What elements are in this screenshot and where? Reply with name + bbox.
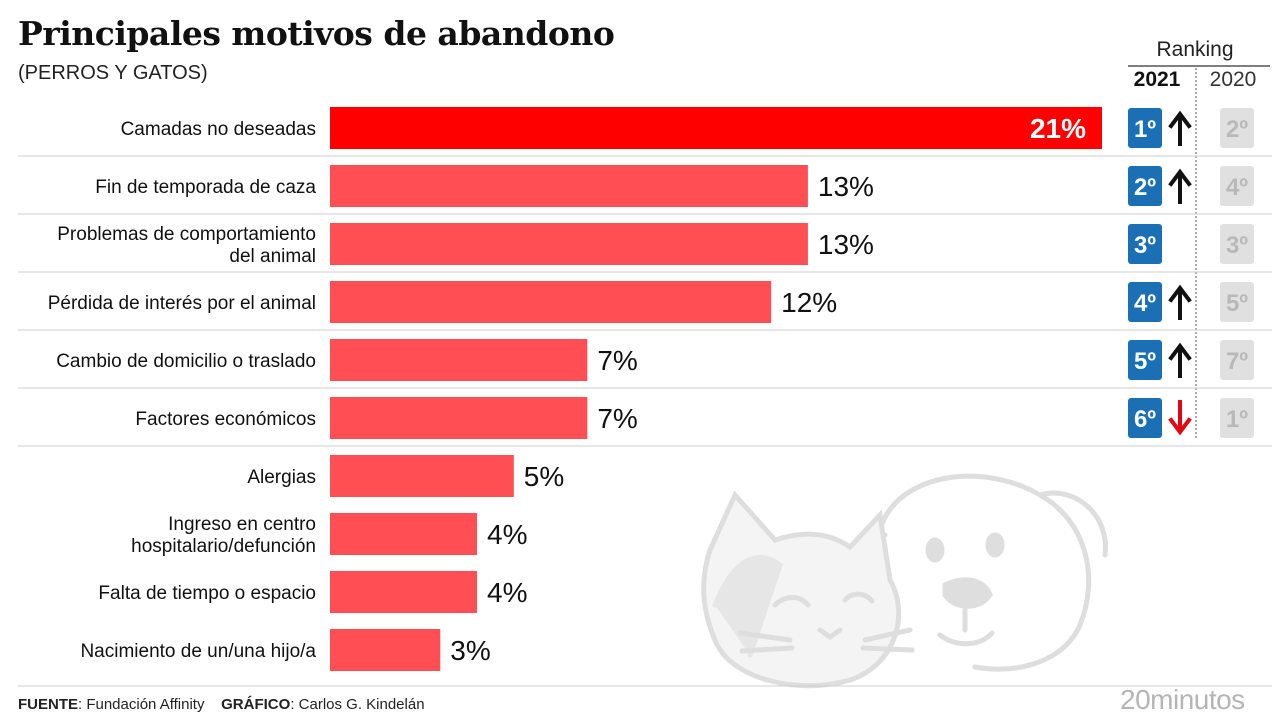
rank-2021-text-4: 4º <box>1134 290 1156 317</box>
arrow-up-icon <box>1168 110 1192 146</box>
cat-and-dog-illustration <box>701 473 1108 689</box>
rank-2020-text-2: 4º <box>1226 174 1248 201</box>
rank-2020-text-6: 1º <box>1226 406 1248 433</box>
category-label-8-line-1: Ingreso en centro <box>168 514 316 535</box>
category-label-10: Nacimiento de un/una hijo/a <box>80 641 316 662</box>
category-label-3-line-2: del animal <box>229 246 316 267</box>
footer-credits: FUENTE: Fundación Affinity GRÁFICO: Carl… <box>18 696 425 713</box>
rank-2021-text-1: 1º <box>1134 116 1156 143</box>
bar-9 <box>330 571 478 613</box>
category-label-2: Fin de temporada de caza <box>95 177 316 198</box>
source-label: FUENTE <box>18 696 78 713</box>
chart-subtitle: (PERROS Y GATOS) <box>18 62 208 84</box>
rank-2021-badge-3 <box>1128 224 1162 264</box>
arrow-up-icon <box>1168 168 1192 204</box>
bar-5 <box>330 339 588 381</box>
category-label-3-line-1: Problemas de comportamiento <box>57 224 316 245</box>
category-label-7: Alergias <box>247 467 316 488</box>
value-label-3: 13% <box>818 229 874 260</box>
rank-2021-badge-1 <box>1128 108 1162 148</box>
bar-6 <box>330 397 588 439</box>
category-label-8-line-2: hospitalario/defunción <box>131 536 316 557</box>
rank-2020-text-3: 3º <box>1226 232 1248 259</box>
rank-2020-text-4: 5º <box>1226 290 1248 317</box>
ranking-year-2020: 2020 <box>1209 68 1257 91</box>
arrow-down-icon <box>1168 400 1192 436</box>
bar-4 <box>330 281 772 323</box>
rank-2020-badge-1 <box>1220 108 1254 148</box>
ranking-year-2021: 2021 <box>1133 68 1181 91</box>
value-label-9: 4% <box>487 577 527 608</box>
bar-3 <box>330 223 808 265</box>
graphic-label: GRÁFICO <box>221 696 291 713</box>
value-label-4: 12% <box>781 287 837 318</box>
rank-2020-badge-3 <box>1220 224 1254 264</box>
rank-2021-badge-6 <box>1128 398 1162 438</box>
rank-2020-badge-4 <box>1220 282 1254 322</box>
source-value: : Fundación Affinity <box>78 696 205 713</box>
rank-2021-text-5: 5º <box>1134 348 1156 375</box>
graphic-value: : Carlos G. Kindelán <box>290 696 425 713</box>
value-label-2: 13% <box>818 171 874 202</box>
rank-2021-text-2: 2º <box>1134 174 1156 201</box>
value-label-7: 5% <box>524 461 564 492</box>
bar-8 <box>330 513 478 555</box>
ranking-header: Ranking <box>1156 38 1234 61</box>
rank-2021-badge-4 <box>1128 282 1162 322</box>
bar-2 <box>330 165 808 207</box>
arrow-up-icon <box>1168 342 1192 378</box>
bar-7 <box>330 455 514 497</box>
value-label-10: 3% <box>450 635 490 666</box>
category-label-4: Pérdida de interés por el animal <box>48 293 316 314</box>
arrow-up-icon <box>1168 284 1192 320</box>
value-label-5: 7% <box>597 345 637 376</box>
chart-title: Principales motivos de abandono <box>18 14 615 53</box>
rank-2020-text-5: 7º <box>1226 348 1248 375</box>
rank-2021-text-3: 3º <box>1134 232 1156 259</box>
category-label-6: Factores económicos <box>135 409 316 430</box>
value-label-6: 7% <box>597 403 637 434</box>
rank-2020-badge-5 <box>1220 340 1254 380</box>
rank-2020-text-1: 2º <box>1226 116 1248 143</box>
rank-2021-text-6: 6º <box>1134 406 1156 433</box>
brand-logo: 20minutos <box>1120 684 1245 715</box>
value-label-8: 4% <box>487 519 527 550</box>
rank-2020-badge-2 <box>1220 166 1254 206</box>
rank-2021-badge-2 <box>1128 166 1162 206</box>
category-label-5: Cambio de domicilio o traslado <box>56 351 316 372</box>
bar-10 <box>330 629 441 671</box>
category-label-1: Camadas no deseadas <box>121 119 316 140</box>
value-label-1: 21% <box>1030 113 1086 144</box>
rank-2021-badge-5 <box>1128 340 1162 380</box>
category-label-9: Falta de tiempo o espacio <box>98 583 316 604</box>
bar-chart: 21% Camadas no deseadas 1º 2º 13% Fin de temp… <box>18 65 1272 687</box>
bar-1 <box>330 107 1102 149</box>
rank-2020-badge-6 <box>1220 398 1254 438</box>
